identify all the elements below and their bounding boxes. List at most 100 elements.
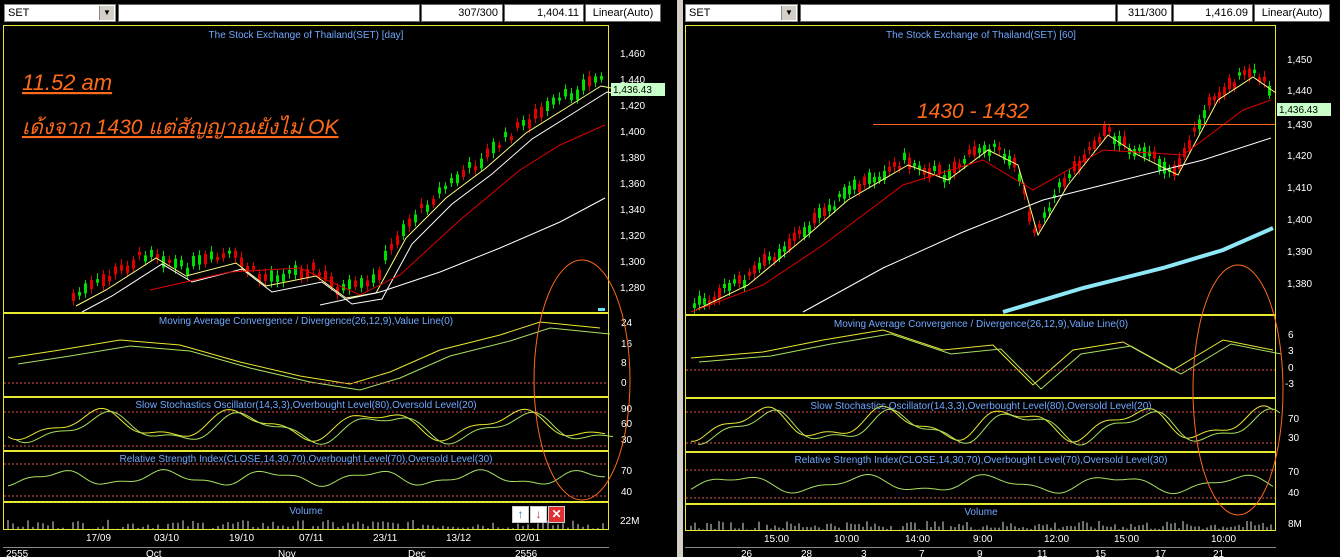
candle-body bbox=[108, 275, 111, 282]
candle-body bbox=[522, 119, 525, 126]
right-symbol-select[interactable]: SET ▼ bbox=[685, 4, 798, 22]
right-last-price: 1,436.43 bbox=[1279, 105, 1318, 116]
left-price-tick: 1,300 bbox=[620, 257, 645, 268]
left-price-tick: 1,280 bbox=[620, 283, 645, 294]
left-scale-mode[interactable]: Linear(Auto) bbox=[585, 4, 661, 22]
candle-body bbox=[96, 279, 99, 283]
candle-body bbox=[718, 288, 721, 300]
ma-long-line bbox=[1002, 226, 1274, 314]
candle-body bbox=[426, 204, 429, 212]
left-stoch-tick: 30 bbox=[621, 435, 633, 446]
right-highlight-ellipse bbox=[1192, 264, 1284, 516]
candle-body bbox=[444, 185, 447, 190]
candle-body bbox=[868, 172, 871, 184]
right-stoch-tick: 30 bbox=[1288, 433, 1300, 444]
candle-body bbox=[78, 291, 81, 296]
stoch-d-line bbox=[698, 408, 1281, 446]
left-stoch-frame bbox=[3, 397, 609, 451]
left-chart-canvas[interactable]: The Stock Exchange of Thailand(SET) [day… bbox=[0, 0, 677, 557]
right-macd-label: Moving Average Convergence / Divergence(… bbox=[834, 319, 1128, 330]
candle-body bbox=[1053, 194, 1056, 198]
candle-body bbox=[132, 259, 135, 269]
candle-body bbox=[396, 235, 399, 245]
candle-body bbox=[252, 265, 255, 270]
right-note-range: 1430 - 1432 bbox=[917, 100, 1029, 123]
left-volume-label: Volume bbox=[289, 506, 323, 517]
candle-body bbox=[1238, 72, 1241, 76]
right-price-tick: 1,410 bbox=[1287, 183, 1312, 194]
candle-body bbox=[1203, 110, 1206, 119]
candle-body bbox=[903, 152, 906, 161]
candle-body bbox=[1248, 68, 1251, 78]
candle-body bbox=[953, 161, 956, 174]
candle-body bbox=[1028, 211, 1031, 222]
candle-body bbox=[803, 227, 806, 238]
right-price-tick: 1,380 bbox=[1287, 279, 1312, 290]
candle-body bbox=[1013, 157, 1016, 168]
candle-body bbox=[838, 194, 841, 198]
candle-body bbox=[264, 274, 267, 281]
right-scale-mode[interactable]: Linear(Auto) bbox=[1254, 4, 1330, 22]
candle-body bbox=[402, 224, 405, 236]
candle-body bbox=[1138, 147, 1141, 152]
chevron-down-icon[interactable]: ▼ bbox=[99, 6, 114, 20]
candle-body bbox=[733, 279, 736, 284]
left-macd-tick: 0 bbox=[621, 378, 627, 389]
candle-body bbox=[768, 256, 771, 261]
candle-body bbox=[833, 206, 836, 210]
candle-body bbox=[192, 256, 195, 267]
candle-body bbox=[288, 269, 291, 274]
candle-body bbox=[174, 258, 177, 268]
arrow-up-icon[interactable]: ↑ bbox=[512, 506, 529, 523]
candle-body bbox=[504, 131, 507, 138]
candle-body bbox=[843, 187, 846, 199]
candle-body bbox=[1118, 135, 1121, 146]
candle-body bbox=[390, 243, 393, 250]
left-date-label: 13/12 bbox=[446, 533, 471, 544]
left-date-label: 17/09 bbox=[86, 533, 111, 544]
close-icon[interactable]: ✕ bbox=[548, 506, 565, 523]
arrow-down-icon[interactable]: ↓ bbox=[530, 506, 547, 523]
candle-body bbox=[570, 93, 573, 101]
candle-body bbox=[1223, 86, 1226, 96]
stoch-d-line bbox=[15, 410, 614, 445]
left-rsi-tick: 70 bbox=[621, 466, 633, 477]
left-date-label: 19/10 bbox=[229, 533, 254, 544]
right-rsi-frame bbox=[685, 452, 1276, 504]
candle-body bbox=[1018, 173, 1021, 182]
candle-body bbox=[1038, 223, 1041, 229]
right-price-tick: 1,430 bbox=[1287, 120, 1312, 131]
left-price-tick: 1,320 bbox=[620, 231, 645, 242]
candle-body bbox=[713, 296, 716, 302]
candle-body bbox=[186, 267, 189, 275]
candle-body bbox=[468, 162, 471, 168]
ma-mid-line bbox=[802, 137, 1272, 313]
right-chart-canvas[interactable]: The Stock Exchange of Thailand(SET) [60]… bbox=[683, 0, 1340, 557]
left-date-label: Dec bbox=[408, 549, 426, 557]
candle-body bbox=[938, 164, 941, 175]
left-macd-frame bbox=[3, 313, 609, 397]
candle-body bbox=[1108, 127, 1111, 132]
left-date-label: 23/11 bbox=[373, 533, 398, 544]
candle-body bbox=[1193, 127, 1196, 132]
pane-divider[interactable] bbox=[677, 0, 683, 557]
candle-body bbox=[216, 256, 219, 261]
right-volume-label: Volume bbox=[964, 507, 998, 518]
left-price-frame bbox=[3, 25, 609, 313]
candle-body bbox=[114, 266, 117, 275]
candle-body bbox=[72, 292, 75, 301]
chevron-down-icon[interactable]: ▼ bbox=[781, 6, 796, 20]
left-date-label: 03/10 bbox=[154, 533, 179, 544]
candle-body bbox=[318, 272, 321, 276]
candle-body bbox=[963, 159, 966, 164]
left-symbol-select[interactable]: SET ▼ bbox=[4, 4, 116, 22]
right-macd-frame bbox=[685, 315, 1276, 398]
candle-body bbox=[893, 161, 896, 167]
stoch-k-line bbox=[691, 405, 1274, 443]
right-price-frame bbox=[685, 25, 1276, 315]
left-rsi-label: Relative Strength Index(CLOSE,14,30,70),… bbox=[120, 454, 493, 465]
candle-body bbox=[1003, 153, 1006, 161]
right-time-label: 15:00 bbox=[764, 534, 789, 545]
right-chart-pane: SET ▼ 311/300 1,416.09 Linear(Auto) The … bbox=[683, 0, 1340, 557]
candle-body bbox=[738, 275, 741, 284]
